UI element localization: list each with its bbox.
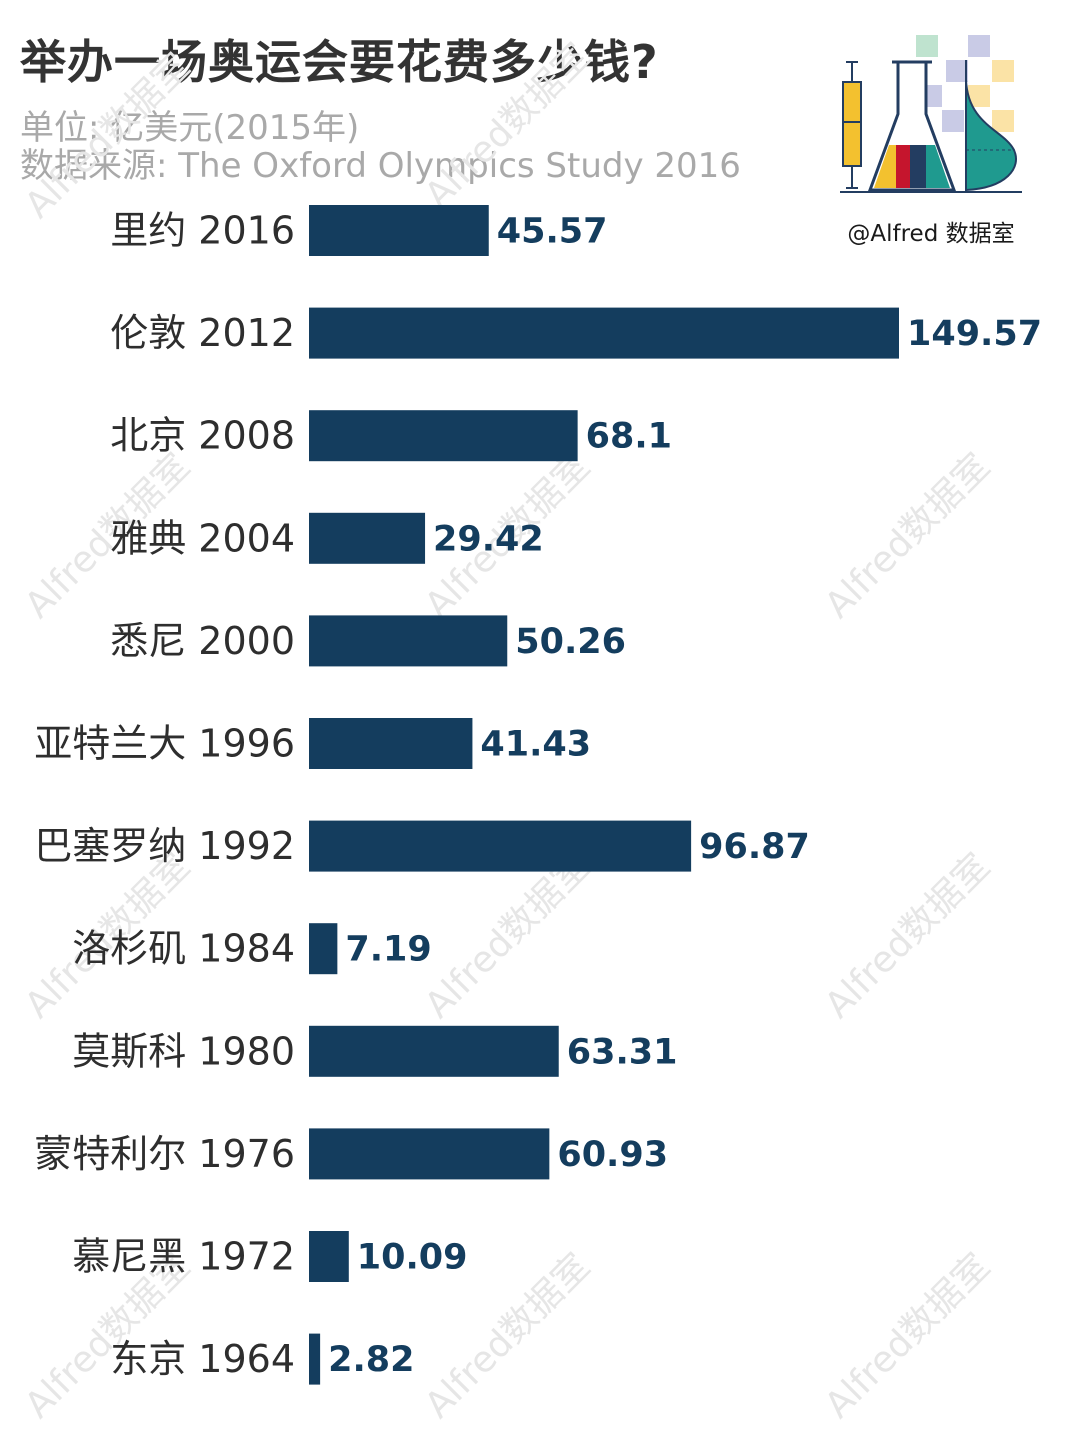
- category-label: 雅典 2004: [110, 516, 295, 560]
- category-label: 慕尼黑 1972: [72, 1235, 295, 1279]
- category-label: 莫斯科 1980: [72, 1029, 295, 1073]
- logo-text: @Alfred 数据室: [847, 221, 1015, 247]
- watermark-text: Alfred数据室: [817, 1246, 998, 1427]
- category-label: 洛杉矶 1984: [72, 927, 295, 971]
- bar: [309, 820, 692, 872]
- bar: [309, 512, 426, 564]
- alfred-logo: @Alfred 数据室: [836, 30, 1026, 247]
- bar: [309, 718, 473, 769]
- bar: [309, 1333, 321, 1385]
- bar: [309, 205, 489, 256]
- category-label: 北京 2008: [110, 414, 295, 458]
- category-label: 里约 2016: [110, 209, 295, 253]
- value-label: 45.57: [497, 212, 608, 252]
- bar: [309, 410, 578, 462]
- category-label: 悉尼 2000: [110, 619, 295, 663]
- value-label: 10.09: [357, 1238, 468, 1278]
- watermark-text: Alfred数据室: [417, 36, 598, 217]
- value-label: 50.26: [515, 622, 626, 662]
- category-label: 蒙特利尔 1976: [34, 1132, 295, 1176]
- category-label: 巴塞罗纳 1992: [34, 824, 295, 868]
- watermark-text: Alfred数据室: [417, 846, 598, 1027]
- category-label: 亚特兰大 1996: [34, 722, 295, 766]
- bar: [309, 923, 338, 975]
- bar: [309, 1231, 349, 1282]
- value-label: 2.82: [328, 1340, 414, 1380]
- flask-chart-logo-icon: [840, 35, 1022, 193]
- unit-label: 单位: 亿美元(2015年): [20, 108, 360, 148]
- bar: [309, 615, 508, 667]
- value-label: 7.19: [345, 930, 431, 970]
- value-label: 60.93: [557, 1135, 668, 1175]
- value-label: 41.43: [480, 725, 591, 765]
- bar: [309, 307, 899, 359]
- value-label: 96.87: [699, 827, 810, 867]
- bar: [309, 1128, 550, 1180]
- bar: [309, 1025, 559, 1077]
- chart-title: 举办一场奥运会要花费多少钱?: [20, 35, 659, 89]
- value-label: 29.42: [433, 519, 544, 559]
- watermark-text: Alfred数据室: [17, 46, 198, 227]
- watermark-text: Alfred数据室: [817, 446, 998, 627]
- watermark-text: Alfred数据室: [817, 846, 998, 1027]
- value-label: 149.57: [907, 314, 1042, 354]
- value-label: 68.1: [586, 417, 672, 457]
- category-label: 东京 1964: [110, 1337, 295, 1381]
- source-label: 数据来源: The Oxford Olympics Study 2016: [20, 146, 741, 186]
- category-label: 伦敦 2012: [110, 311, 295, 355]
- value-label: 63.31: [567, 1032, 678, 1072]
